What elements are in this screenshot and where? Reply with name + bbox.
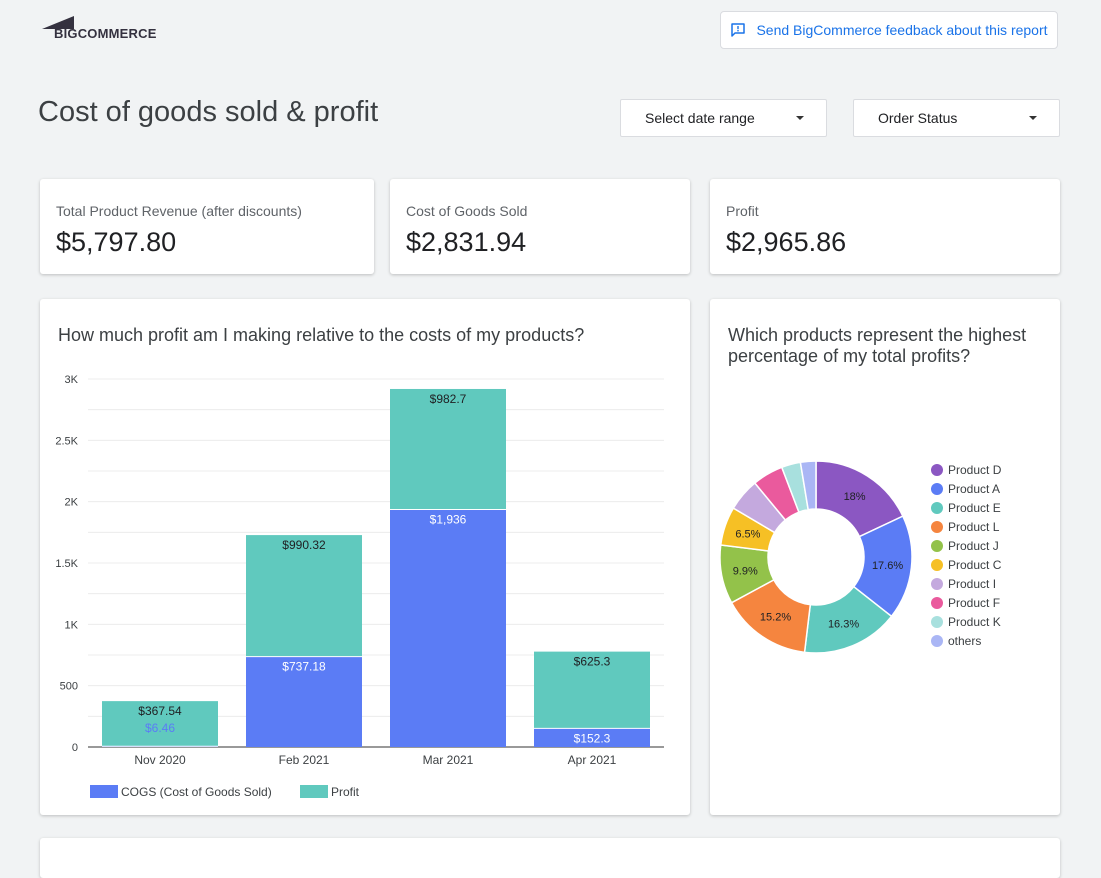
logo-text: BIGCOMMERCE bbox=[54, 26, 157, 41]
legend-swatch-cogs bbox=[90, 785, 118, 798]
legend-dot bbox=[931, 483, 943, 495]
legend-dot bbox=[931, 521, 943, 533]
data-label-profit: $625.3 bbox=[574, 655, 611, 669]
kpi-label: Total Product Revenue (after discounts) bbox=[56, 203, 302, 219]
kpi-label: Profit bbox=[726, 203, 759, 219]
next-section-card bbox=[40, 838, 1060, 878]
caret-down-icon bbox=[796, 116, 804, 120]
legend-label: Product E bbox=[948, 501, 1001, 515]
chart-title: Which products represent the highest per… bbox=[728, 325, 1027, 366]
bar-cogs bbox=[534, 728, 650, 747]
legend-dot bbox=[931, 464, 943, 476]
kpi-label: Cost of Goods Sold bbox=[406, 203, 528, 219]
caret-down-icon bbox=[1029, 116, 1037, 120]
page-title: Cost of goods sold & profit bbox=[38, 96, 379, 128]
legend-label: Product J bbox=[948, 539, 999, 553]
slice-label: 6.5% bbox=[735, 529, 760, 541]
data-label-cogs: $6.46 bbox=[145, 721, 175, 735]
legend-label: Product A bbox=[948, 482, 1000, 496]
bigcommerce-logo: BIGCOMMERCE bbox=[40, 16, 160, 44]
bar-profit bbox=[102, 701, 218, 747]
legend-label: Product C bbox=[948, 558, 1002, 572]
legend-dot bbox=[931, 597, 943, 609]
y-tick-label: 2K bbox=[65, 497, 79, 509]
legend-label: Product D bbox=[948, 463, 1002, 477]
legend-label: Product L bbox=[948, 520, 1000, 534]
bar-profit bbox=[246, 535, 362, 657]
legend-dot bbox=[931, 540, 943, 552]
x-tick-label: Apr 2021 bbox=[568, 753, 617, 767]
data-label-profit: $990.32 bbox=[282, 538, 326, 552]
date-range-dropdown[interactable]: Select date range bbox=[620, 99, 827, 137]
donut-chart: 18% 17.6% 16.3% 15.2% 9.9% 6.5% Product D Produ… bbox=[719, 460, 1002, 654]
y-tick-label: 1.5K bbox=[55, 558, 78, 570]
slice-label: 9.9% bbox=[733, 565, 758, 577]
profit-vs-cost-chart-card: How much profit am I making relative to … bbox=[40, 299, 690, 815]
feedback-icon bbox=[731, 23, 746, 37]
kpi-value: $5,797.80 bbox=[56, 227, 177, 257]
legend-swatch-profit bbox=[300, 785, 328, 798]
kpi-card-revenue: Total Product Revenue (after discounts) … bbox=[40, 179, 374, 274]
legend-label-profit: Profit bbox=[331, 785, 360, 799]
pie-slice bbox=[799, 460, 817, 511]
x-tick-label: Mar 2021 bbox=[423, 753, 474, 767]
legend-label: Product I bbox=[948, 577, 996, 591]
kpi-card-cogs: Cost of Goods Sold $2,831.94 bbox=[390, 179, 690, 274]
x-tick-label: Feb 2021 bbox=[279, 753, 330, 767]
send-feedback-label: Send BigCommerce feedback about this rep… bbox=[756, 22, 1048, 38]
kpi-value: $2,965.86 bbox=[726, 227, 847, 257]
legend-dot bbox=[931, 635, 943, 647]
legend-label: Product F bbox=[948, 596, 1000, 610]
legend-dot bbox=[931, 616, 943, 628]
bar-profit bbox=[534, 651, 650, 729]
bar-cogs bbox=[246, 656, 362, 747]
data-label-profit: $367.54 bbox=[138, 704, 182, 718]
chart-title: How much profit am I making relative to … bbox=[58, 325, 585, 345]
kpi-card-profit: Profit $2,965.86 bbox=[710, 179, 1060, 274]
slice-label: 16.3% bbox=[828, 619, 859, 631]
data-label-cogs: $1,936 bbox=[430, 513, 467, 527]
y-tick-label: 0 bbox=[72, 742, 78, 754]
legend-label: others bbox=[948, 634, 981, 648]
order-status-label: Order Status bbox=[878, 110, 958, 126]
date-range-label: Select date range bbox=[645, 110, 755, 126]
legend-dot bbox=[931, 578, 943, 590]
legend-dot bbox=[931, 559, 943, 571]
stacked-bar-chart: 0 500 1K 1.5K 2K 2.5K 3K $6.46 $367.54 Nov 2020 $7… bbox=[55, 374, 664, 799]
slice-label: 18% bbox=[844, 491, 866, 503]
data-label-cogs: $152.3 bbox=[574, 731, 611, 745]
legend-label-cogs: COGS (Cost of Goods Sold) bbox=[121, 785, 272, 799]
legend-label: Product K bbox=[948, 615, 1001, 629]
slice-label: 17.6% bbox=[872, 560, 903, 572]
order-status-dropdown[interactable]: Order Status bbox=[853, 99, 1060, 137]
y-tick-label: 3K bbox=[65, 374, 79, 386]
data-label-cogs: $737.18 bbox=[282, 660, 326, 674]
kpi-value: $2,831.94 bbox=[406, 227, 527, 257]
slice-label: 15.2% bbox=[760, 612, 791, 624]
bar-cogs bbox=[390, 509, 506, 747]
profit-share-chart-card: Which products represent the highest per… bbox=[710, 299, 1060, 815]
data-label-profit: $982.7 bbox=[430, 392, 467, 406]
y-tick-label: 2.5K bbox=[55, 435, 78, 447]
y-tick-label: 1K bbox=[65, 619, 79, 631]
logo-mark-icon bbox=[42, 16, 74, 29]
bar-profit bbox=[390, 388, 506, 510]
send-feedback-button[interactable]: Send BigCommerce feedback about this rep… bbox=[720, 11, 1058, 49]
legend-dot bbox=[931, 502, 943, 514]
x-tick-label: Nov 2020 bbox=[134, 753, 186, 767]
y-tick-label: 500 bbox=[60, 681, 78, 693]
